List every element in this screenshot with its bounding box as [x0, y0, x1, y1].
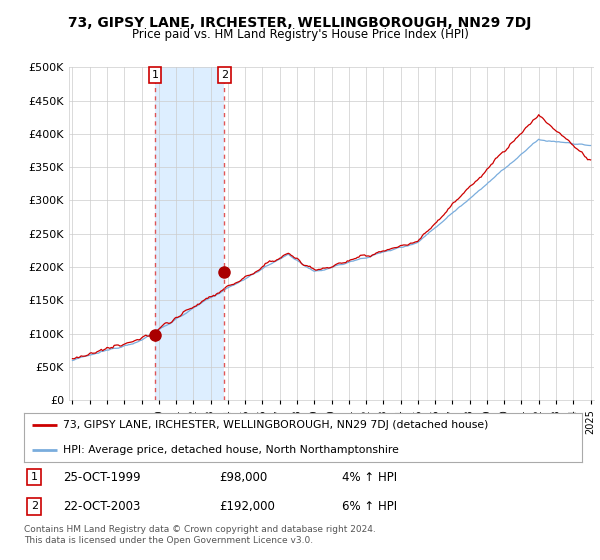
Text: 22-OCT-2003: 22-OCT-2003	[63, 500, 140, 513]
Bar	[155, 67, 224, 400]
Text: 2: 2	[221, 70, 228, 80]
Text: £98,000: £98,000	[220, 470, 268, 484]
Text: 2: 2	[31, 501, 38, 511]
Text: 6% ↑ HPI: 6% ↑ HPI	[342, 500, 397, 513]
Text: Contains HM Land Registry data © Crown copyright and database right 2024.
This d: Contains HM Land Registry data © Crown c…	[24, 525, 376, 545]
Text: £192,000: £192,000	[220, 500, 275, 513]
Text: 73, GIPSY LANE, IRCHESTER, WELLINGBOROUGH, NN29 7DJ (detached house): 73, GIPSY LANE, IRCHESTER, WELLINGBOROUG…	[63, 420, 488, 430]
Text: 25-OCT-1999: 25-OCT-1999	[63, 470, 140, 484]
Text: 1: 1	[152, 70, 159, 80]
Text: 73, GIPSY LANE, IRCHESTER, WELLINGBOROUGH, NN29 7DJ: 73, GIPSY LANE, IRCHESTER, WELLINGBOROUG…	[68, 16, 532, 30]
Text: HPI: Average price, detached house, North Northamptonshire: HPI: Average price, detached house, Nort…	[63, 445, 399, 455]
Text: 4% ↑ HPI: 4% ↑ HPI	[342, 470, 397, 484]
Text: Price paid vs. HM Land Registry's House Price Index (HPI): Price paid vs. HM Land Registry's House …	[131, 28, 469, 41]
Text: 1: 1	[31, 472, 38, 482]
